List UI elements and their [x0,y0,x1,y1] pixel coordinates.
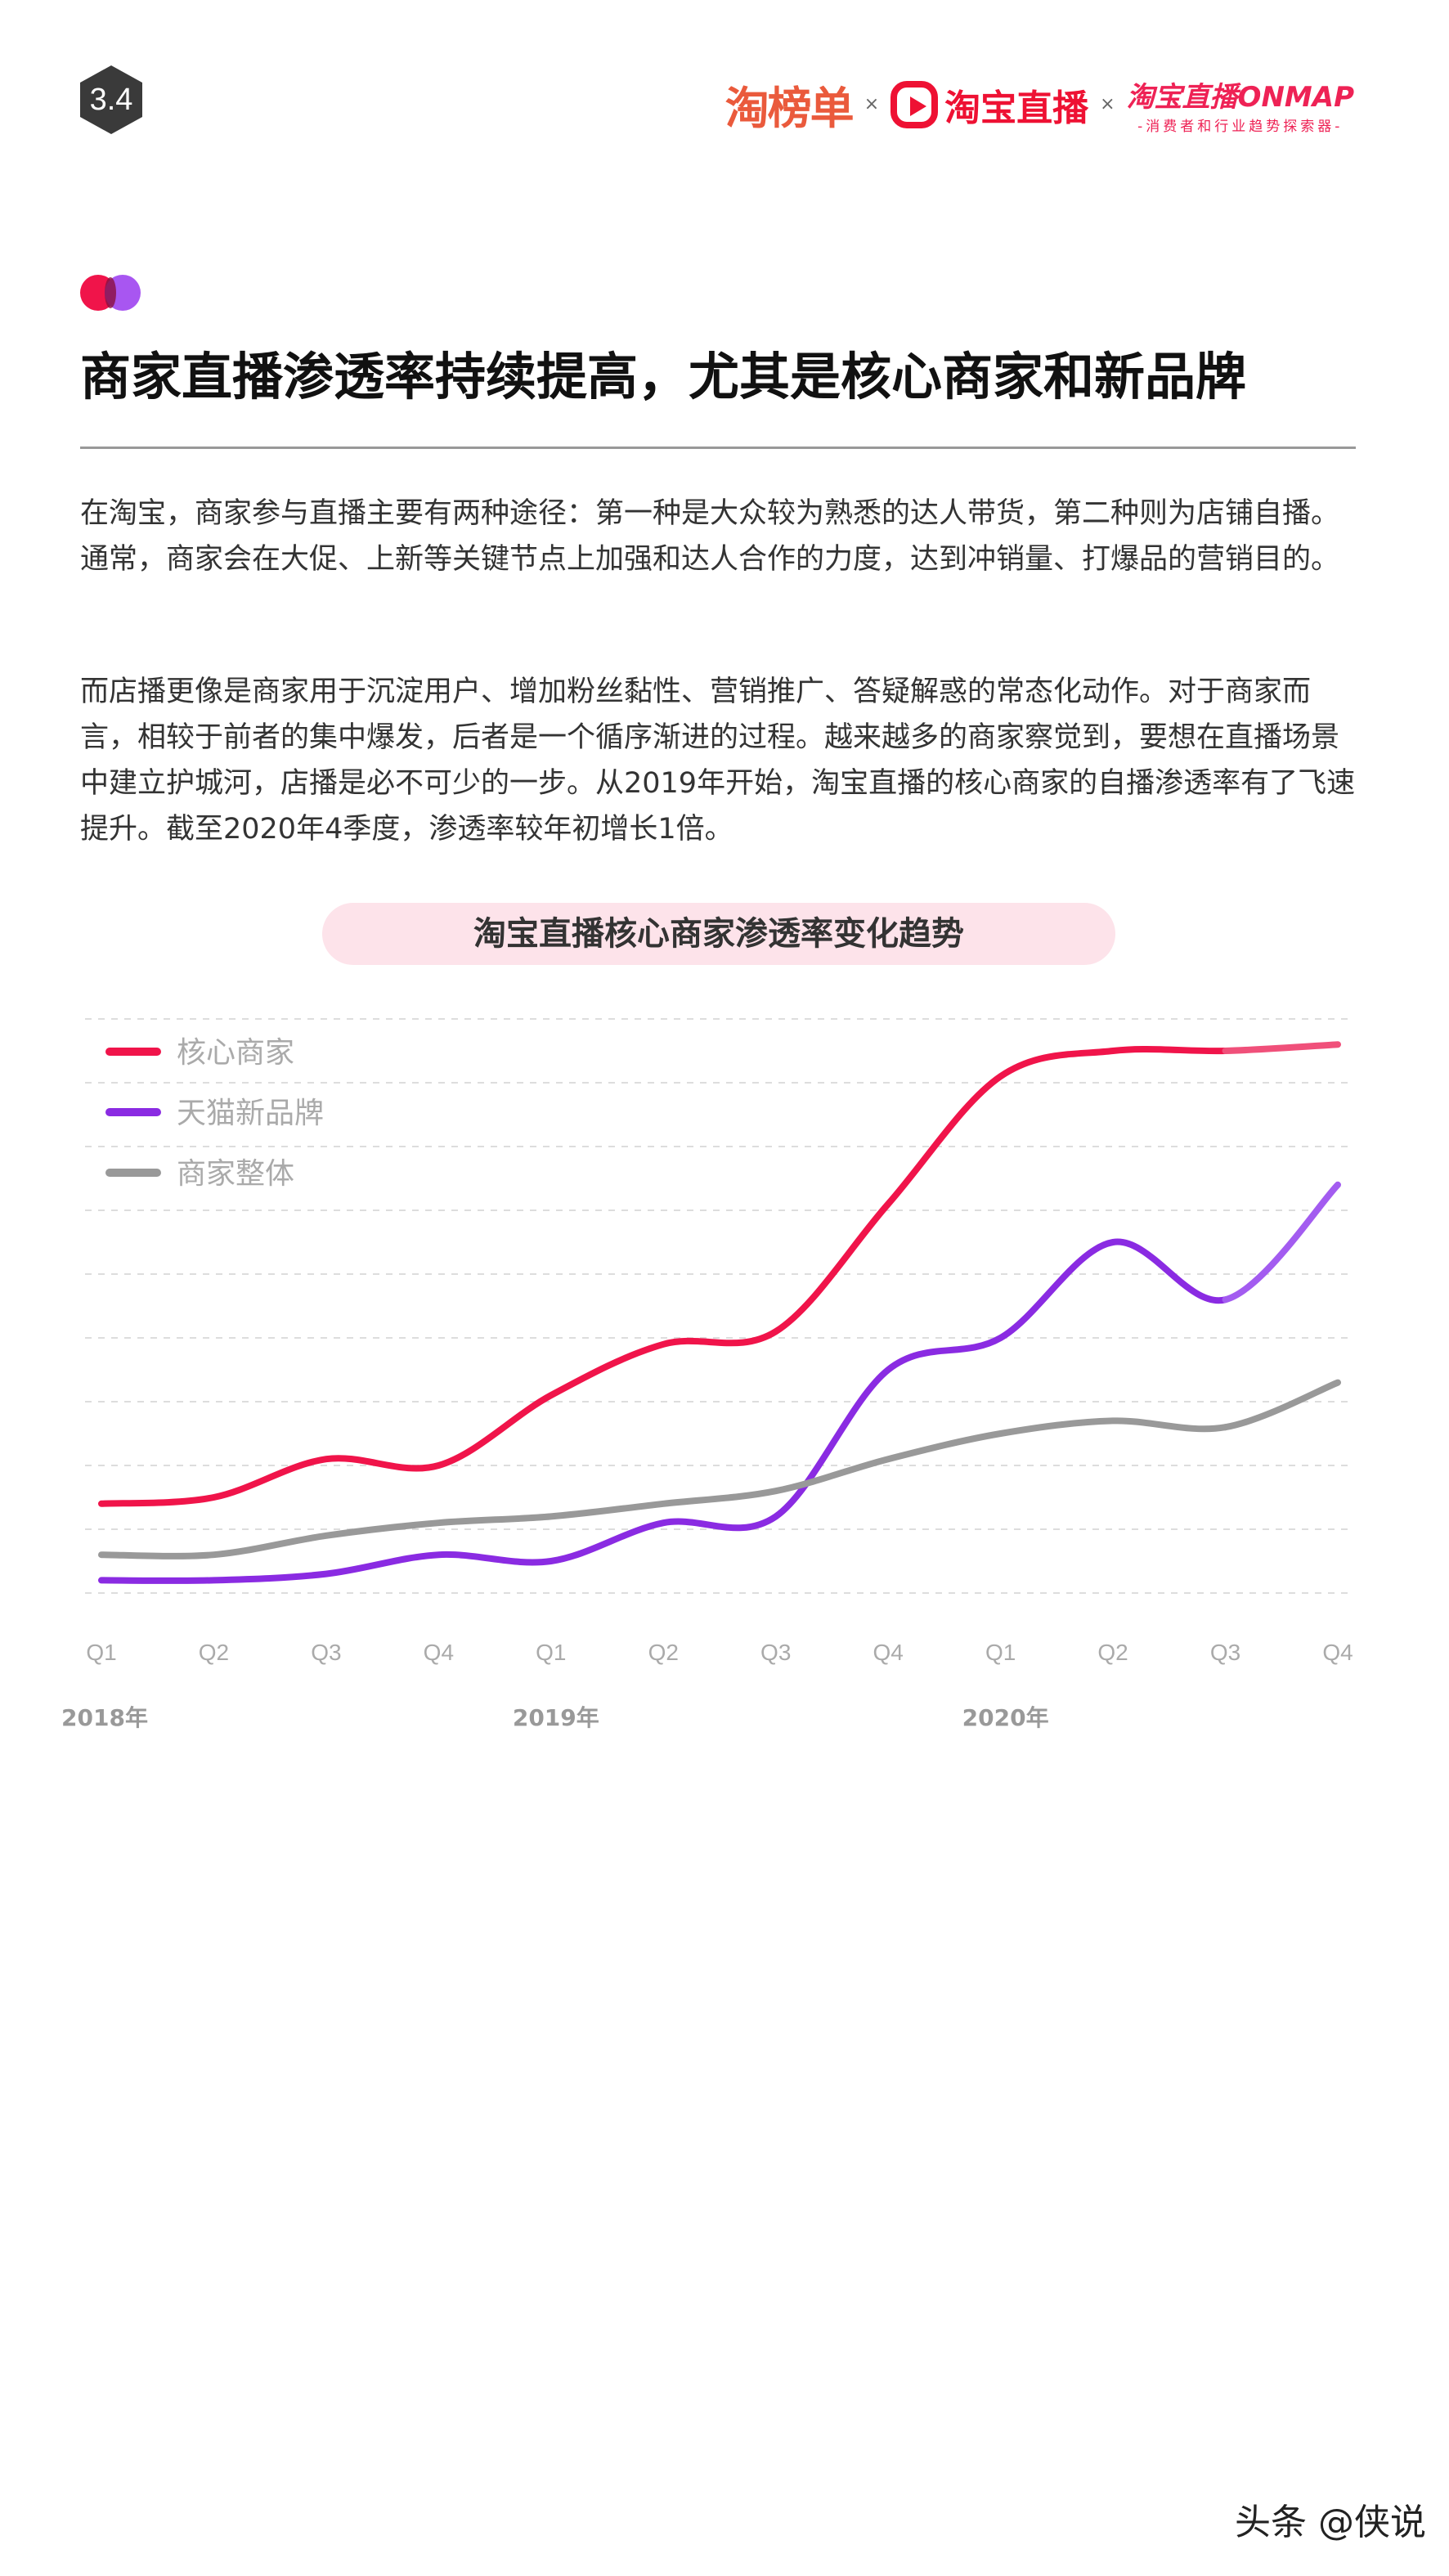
x-tick-label: Q4 [1322,1640,1353,1665]
legend-label: 天猫新品牌 [177,1097,324,1130]
chart-title: 淘宝直播核心商家渗透率变化趋势 [322,903,1115,965]
year-label: 2019年 [513,1704,599,1731]
paragraph: 而店播更像是商家用于沉淀用户、增加粉丝黏性、营销推广、答疑解惑的常态化动作。对于… [80,675,1356,846]
x-tick-label: Q2 [1097,1640,1128,1665]
legend-label: 核心商家 [177,1036,294,1070]
logo-text: 淘宝直播ONMAP [1126,80,1354,114]
series-line [98,1238,1229,1584]
logo-subtext: -消费者和行业趋势探索器- [1137,118,1344,135]
x-tick-label: Q3 [311,1640,341,1665]
separator: × [864,94,880,114]
logo-text: 淘宝直播 [944,87,1089,129]
x-tick-label: Q1 [985,1640,1016,1665]
legend-label: 商家整体 [177,1157,294,1191]
play-icon [890,80,939,128]
x-tick-label: Q1 [86,1640,116,1665]
taobao-live-logo: 淘宝直播 [890,79,1088,131]
decorative-dots-icon [80,275,141,311]
section-badge: 3.4 [80,65,142,134]
series-line-last-segment [1222,1041,1341,1054]
onmap-logo: 淘宝直播ONMAP -消费者和行业趋势探索器- [1127,74,1354,135]
section-number: 3.4 [89,83,133,117]
year-label: 2018年 [61,1704,148,1731]
paragraph: 在淘宝，商家参与直播主要有两种途径：第一种是大众较为熟悉的达人带货，第二种则为店… [80,497,1340,576]
divider [80,447,1356,449]
x-tick-label: Q2 [199,1640,229,1665]
x-tick-label: Q3 [1210,1640,1240,1665]
series-line [98,1417,1229,1560]
x-tick-label: Q1 [536,1640,566,1665]
series-line [98,1045,1229,1507]
partner-logos: 淘榜单 × 淘宝直播 × 淘宝直播ONMAP -消费者和行业趋势探索器- [725,72,1354,137]
series-line-last-segment [1222,1379,1341,1431]
separator: × [1100,94,1115,114]
watermark: 头条 @侠说 [1235,2502,1426,2543]
x-tick-label: Q4 [873,1640,904,1665]
year-label: 2020年 [962,1704,1049,1731]
line-chart: Q1 Q2 Q3 Q4 Q1 Q2 Q3 Q4 Q1 Q2 Q3 Q4 2018年 2019年 2020年 核… [61,1018,1354,1731]
x-tick-label: Q2 [648,1640,679,1665]
series-line-last-segment [1222,1181,1341,1304]
taobangdan-logo: 淘榜单 [724,83,855,134]
hexagon-icon [80,65,142,134]
x-tick-label: Q3 [760,1640,791,1665]
x-tick-label: Q4 [424,1640,454,1665]
page-title: 商家直播渗透率持续提高，尤其是核心商家和新品牌 [80,347,1247,406]
